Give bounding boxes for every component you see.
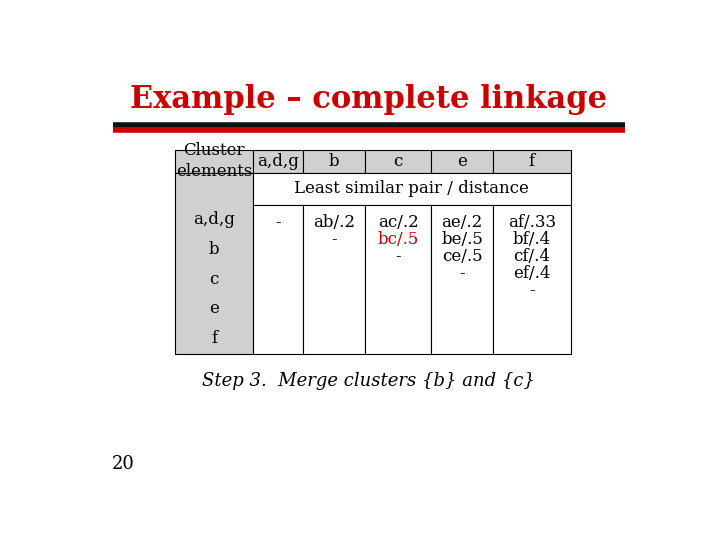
Text: Least similar pair / distance: Least similar pair / distance (294, 180, 529, 197)
Text: f: f (211, 330, 217, 347)
Bar (365, 150, 431, 173)
Text: 20: 20 (112, 455, 135, 472)
Text: ae/.2: ae/.2 (441, 214, 482, 231)
Text: be/.5: be/.5 (441, 231, 483, 248)
Text: Cluster
elements: Cluster elements (176, 142, 252, 180)
Bar (493, 205, 570, 354)
Text: Example – complete linkage: Example – complete linkage (130, 84, 608, 115)
Text: bf/.4: bf/.4 (513, 231, 551, 248)
Bar (303, 150, 365, 173)
Text: ce/.5: ce/.5 (441, 248, 482, 265)
Bar (431, 150, 493, 173)
Text: c: c (210, 271, 219, 288)
Bar (253, 205, 303, 354)
Bar (253, 173, 570, 205)
Text: e: e (457, 152, 467, 170)
Text: bc/.5: bc/.5 (377, 231, 419, 248)
Bar (175, 150, 253, 173)
Text: a,d,g: a,d,g (193, 211, 235, 228)
Text: -: - (275, 214, 281, 231)
Text: af/.33: af/.33 (508, 214, 556, 231)
Text: -: - (459, 265, 465, 282)
Bar (175, 173, 253, 354)
Text: cf/.4: cf/.4 (513, 248, 550, 265)
Text: Step 3.  Merge clusters {b} and {c}: Step 3. Merge clusters {b} and {c} (202, 372, 536, 389)
Text: ef/.4: ef/.4 (513, 265, 551, 282)
Text: e: e (209, 300, 219, 318)
Text: -: - (395, 248, 401, 265)
Text: b: b (209, 241, 220, 258)
Text: ac/.2: ac/.2 (378, 214, 418, 231)
Bar (493, 150, 570, 173)
Text: ab/.2: ab/.2 (313, 214, 355, 231)
Bar (253, 150, 303, 173)
Text: a,d,g: a,d,g (257, 152, 299, 170)
Text: b: b (329, 152, 339, 170)
Bar (303, 205, 365, 354)
Text: -: - (529, 282, 534, 299)
Text: c: c (393, 152, 402, 170)
Text: -: - (331, 231, 337, 248)
Text: f: f (528, 152, 535, 170)
Bar (365, 205, 431, 354)
Bar (431, 205, 493, 354)
